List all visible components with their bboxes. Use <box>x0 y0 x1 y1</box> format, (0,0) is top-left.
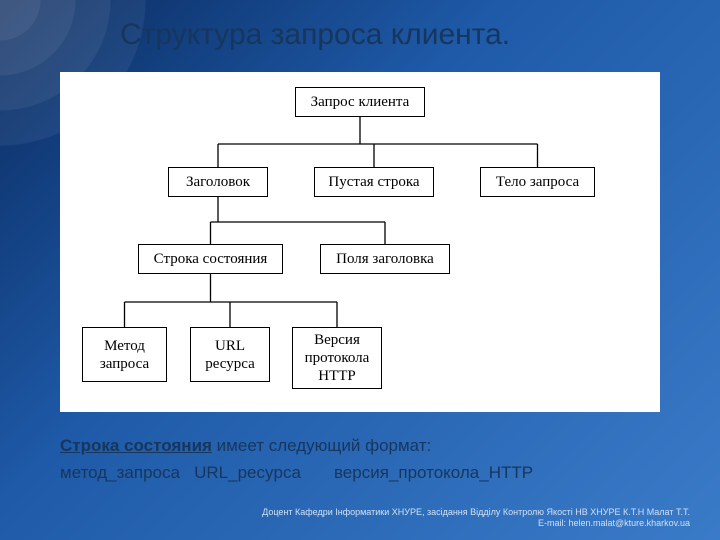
caption-l2b: URL_pecypca <box>194 463 301 482</box>
node-root: Запрос клиента <box>295 87 425 117</box>
caption-emph: Строка состояния <box>60 436 212 455</box>
footer-line1: Доцент Кафедри Інформатики ХНУРЕ, засіда… <box>262 507 690 519</box>
slide: Структура запроса клиента. Запрос клиент… <box>0 0 720 540</box>
caption-l2c: версия_протокола_HTTP <box>334 463 533 482</box>
caption-block: Строка состояния имеет следующий формат:… <box>60 432 660 486</box>
node-fields: Поля заголовка <box>320 244 450 274</box>
node-version: ВерсияпротоколаHTTP <box>292 327 382 389</box>
node-url: URLресурса <box>190 327 270 382</box>
footer-line2: E-mail: helen.malat@kture.kharkov.ua <box>262 518 690 530</box>
footer: Доцент Кафедри Інформатики ХНУРЕ, засіда… <box>262 507 690 530</box>
node-method: Методзапроса <box>82 327 167 382</box>
slide-title: Структура запроса клиента. <box>120 18 510 52</box>
node-header: Заголовок <box>168 167 268 197</box>
diagram-canvas: Запрос клиента Заголовок Пустая строка Тело… <box>60 72 660 412</box>
caption-rest1: имеет следующий формат: <box>212 436 431 455</box>
node-body: Тело запроса <box>480 167 595 197</box>
node-empty: Пустая строка <box>314 167 434 197</box>
node-status: Строка состояния <box>138 244 283 274</box>
caption-l2a: метод_запроса <box>60 463 180 482</box>
